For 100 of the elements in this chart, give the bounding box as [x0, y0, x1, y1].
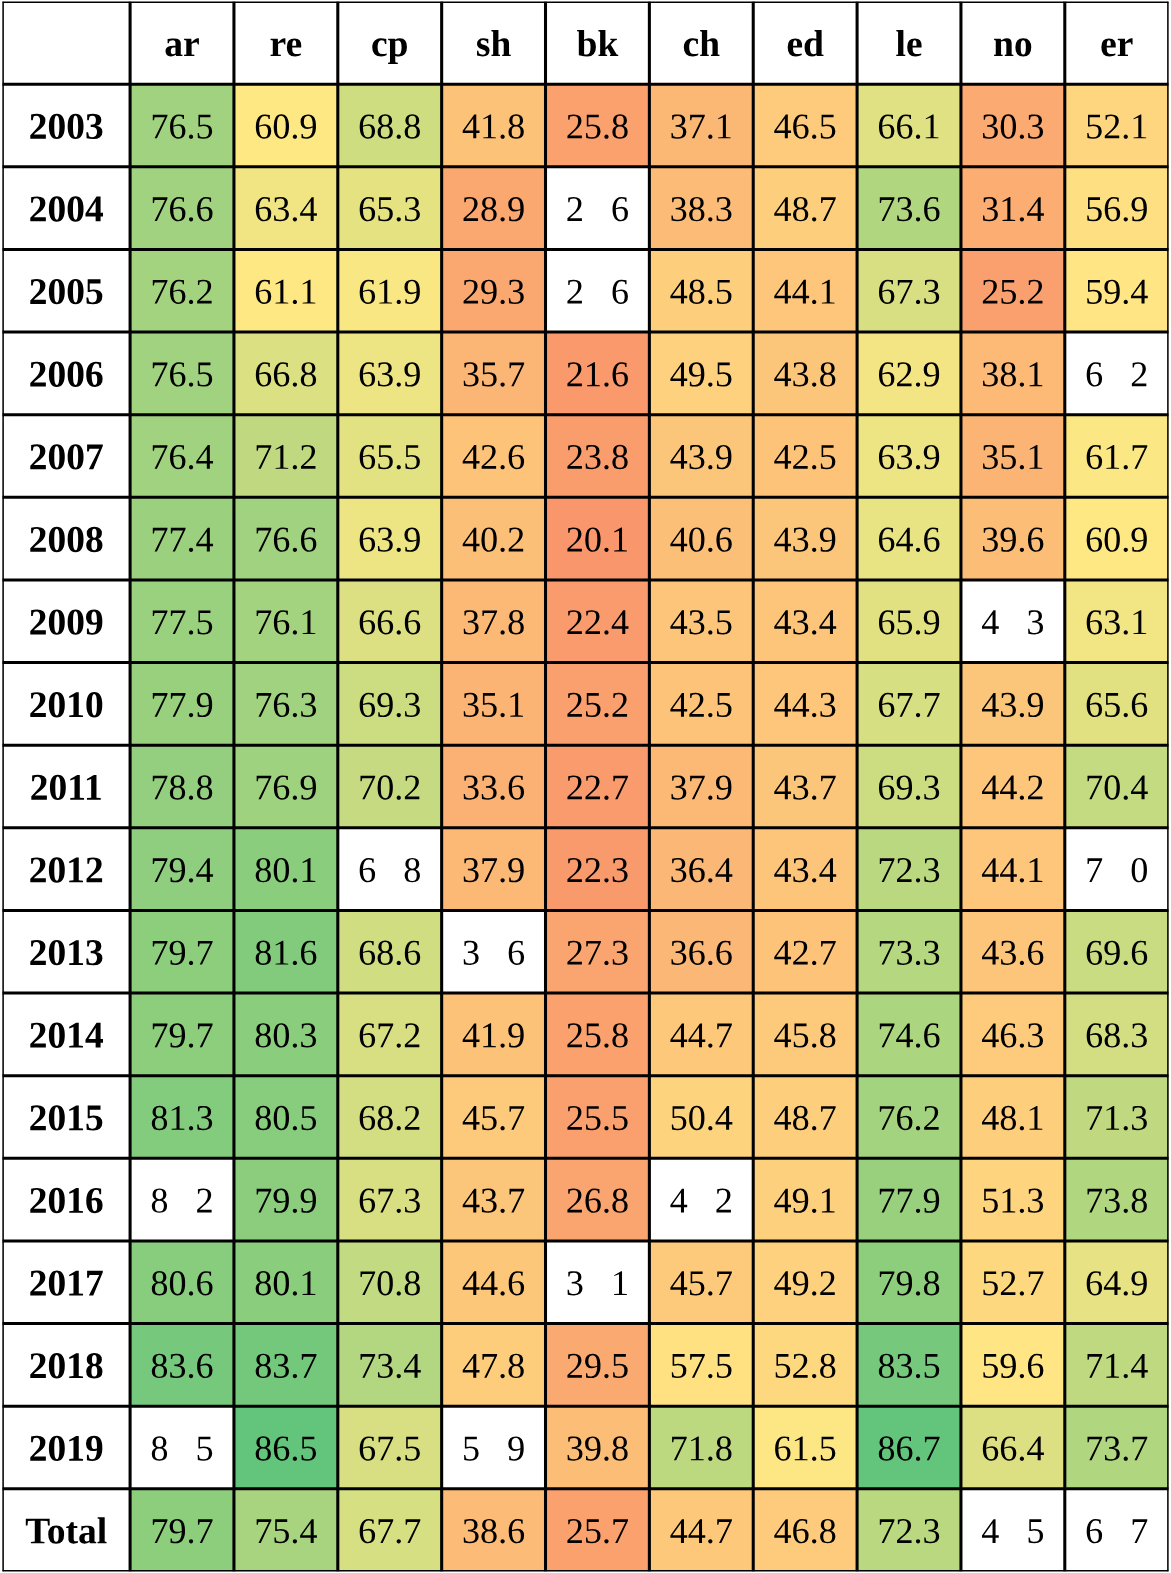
- data-label: 80.1: [255, 857, 316, 883]
- text: 7 0: [1087, 857, 1147, 883]
- data-label: 37.9: [463, 858, 524, 883]
- data-label: 77.9: [879, 1188, 940, 1213]
- data-label: 72.3: [879, 858, 940, 883]
- data-label: 73.8: [1087, 1188, 1147, 1213]
- y-tick-label: 2006: [30, 361, 103, 387]
- data-label: 44.7: [670, 1023, 732, 1048]
- data-label: 52.1: [1087, 114, 1147, 139]
- data-label: 83.7: [255, 1353, 317, 1379]
- data-label: 29.5: [567, 1353, 628, 1379]
- data-label: 43.4: [774, 858, 837, 883]
- x-tick-label: ch: [683, 30, 720, 57]
- data-label: 42.7: [774, 940, 836, 966]
- y-tick-label: 2016: [30, 1187, 103, 1214]
- text: 2 6: [567, 279, 628, 304]
- y-tick-label: 2009: [30, 609, 103, 635]
- data-label: 35.1: [983, 444, 1043, 470]
- data-label: 76.3: [256, 692, 317, 718]
- data-label: 64.6: [878, 527, 940, 552]
- data-label: 43.4: [774, 610, 837, 635]
- data-label: 43.7: [774, 775, 836, 800]
- data-label: 62.9: [878, 362, 940, 387]
- data-label: 65.3: [359, 197, 420, 222]
- data-label: 25.7: [567, 1519, 628, 1544]
- data-label: 43.9: [670, 444, 732, 470]
- x-tick-label: cp: [372, 38, 407, 65]
- data-label: 66.6: [359, 610, 421, 635]
- data-label: 72.3: [879, 1519, 940, 1544]
- y-tick-label: 2012: [30, 857, 103, 883]
- data-label: 63.9: [359, 362, 420, 387]
- data-label: 31.4: [983, 197, 1044, 222]
- data-label: 36.4: [671, 858, 733, 883]
- data-label: 73.7: [1087, 1436, 1148, 1461]
- data-label: 25.2: [982, 279, 1043, 305]
- data-label: 42.6: [462, 444, 525, 470]
- data-label: 52.7: [983, 1271, 1044, 1296]
- data-label: 67.3: [359, 1188, 420, 1213]
- data-label: 76.1: [256, 610, 316, 635]
- data-label: 79.7: [152, 1023, 213, 1048]
- data-label: 66.4: [982, 1436, 1044, 1461]
- data-label: 33.6: [463, 775, 525, 800]
- data-label: 28.9: [463, 196, 524, 222]
- data-label: 73.4: [360, 1353, 421, 1379]
- data-label: 41.8: [462, 114, 524, 139]
- data-label: 51.3: [983, 1188, 1044, 1213]
- data-label: 71.4: [1087, 1353, 1148, 1379]
- data-label: 73.3: [879, 940, 940, 966]
- data-label: 69.3: [878, 775, 940, 800]
- data-label: 25.5: [567, 1105, 628, 1131]
- y-tick-label: 2007: [30, 444, 103, 470]
- data-label: 43.5: [670, 610, 732, 635]
- text: 8 2: [151, 1188, 212, 1213]
- data-label: 44.7: [670, 1519, 732, 1544]
- data-label: 76.2: [152, 279, 212, 305]
- data-label: 39.8: [567, 1436, 628, 1461]
- data-label: 77.5: [152, 610, 213, 635]
- y-tick-label: 2018: [30, 1353, 103, 1379]
- data-label: 61.5: [775, 1436, 836, 1461]
- data-label: 67.7: [359, 1519, 421, 1544]
- text: 5 9: [464, 1436, 524, 1461]
- data-label: 63.1: [1086, 610, 1147, 635]
- data-label: 74.6: [879, 1023, 940, 1048]
- data-label: 63.4: [255, 197, 317, 222]
- text: 4 5: [981, 1519, 1044, 1544]
- data-label: 67.5: [359, 1436, 420, 1461]
- data-label: 41.9: [462, 1023, 524, 1048]
- data-label: 50.4: [671, 1105, 733, 1131]
- data-label: 59.4: [1087, 279, 1148, 305]
- data-label: 77.9: [152, 692, 213, 718]
- data-label: 36.6: [671, 940, 732, 966]
- data-label: 44.1: [774, 279, 835, 305]
- data-label: 43.9: [981, 692, 1043, 718]
- y-tick-label: 2019: [30, 1435, 103, 1462]
- data-label: 79.4: [152, 858, 214, 883]
- data-label: 35.7: [463, 362, 525, 387]
- data-label: 47.8: [462, 1353, 524, 1379]
- data-label: 27.3: [567, 940, 628, 966]
- data-label: 78.8: [152, 775, 213, 800]
- data-label: 79.8: [879, 1271, 940, 1296]
- data-label: 65.9: [878, 610, 940, 635]
- data-label: 29.3: [463, 279, 524, 305]
- data-label: 22.3: [567, 858, 628, 883]
- data-label: 45.7: [670, 1271, 732, 1296]
- data-label: 76.5: [152, 114, 213, 139]
- data-label: 43.7: [462, 1188, 525, 1213]
- x-tick-label: bk: [577, 30, 619, 57]
- data-label: 83.5: [878, 1353, 940, 1379]
- data-label: 48.1: [981, 1105, 1043, 1131]
- data-label: 81.6: [255, 940, 317, 966]
- y-tick-label: 2008: [30, 526, 103, 553]
- text: 6 2: [1086, 362, 1147, 387]
- data-label: 67.7: [878, 692, 940, 718]
- data-label: 59.6: [983, 1353, 1044, 1379]
- data-label: 79.7: [152, 1519, 213, 1544]
- data-label: 42.5: [774, 444, 836, 470]
- data-label: 68.3: [1086, 1023, 1147, 1048]
- data-label: 86.5: [255, 1436, 317, 1461]
- y-tick-label: 2011: [31, 774, 101, 801]
- data-label: 64.9: [1086, 1271, 1147, 1296]
